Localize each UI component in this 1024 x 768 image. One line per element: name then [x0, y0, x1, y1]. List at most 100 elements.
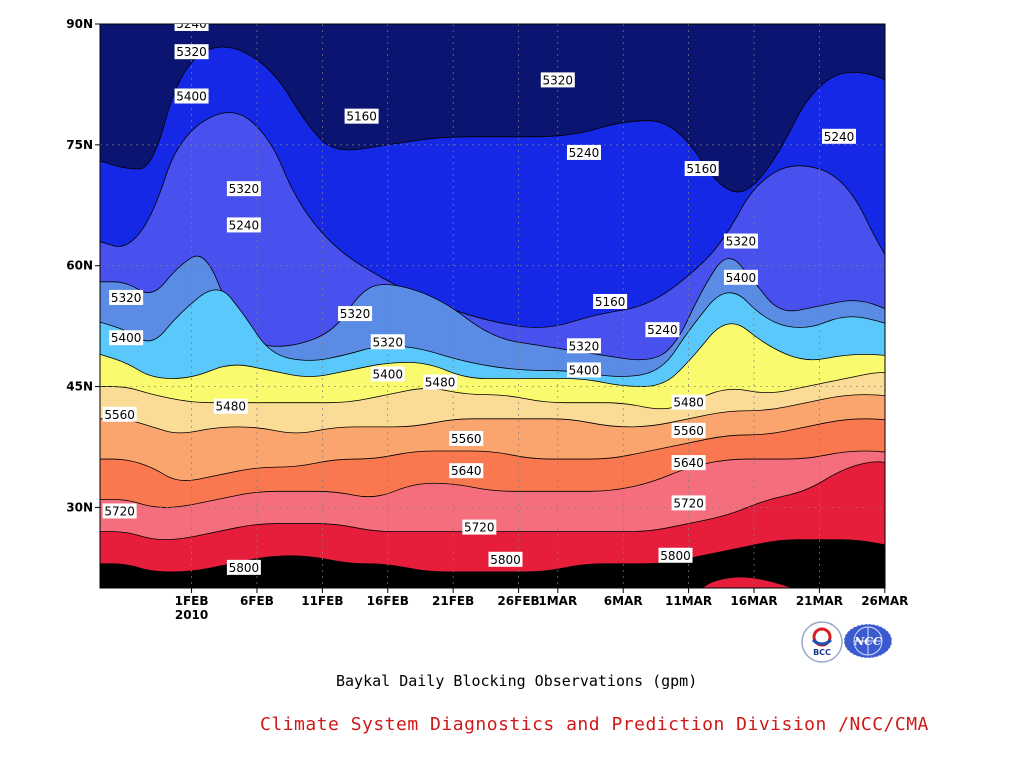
contour-line [100, 394, 885, 434]
contour-label-5320: 5320 [907, 322, 941, 337]
contour-label-text: 5320 [726, 235, 757, 249]
contour-label-5640: 5640 [449, 463, 484, 479]
contour-label-text: 5320 [909, 323, 940, 337]
contour-line [100, 539, 885, 573]
contour-label-text: 5640 [451, 464, 482, 478]
contour-label-text: 5160 [948, 33, 979, 47]
contour-label-5320: 5320 [723, 233, 758, 249]
contour-label-5720: 5720 [671, 495, 706, 511]
contour-label-5240: 5240 [645, 322, 680, 338]
contour-label-text: 5240 [229, 218, 260, 232]
contour-label-text: 5320 [340, 307, 371, 321]
contour-label-5560: 5560 [449, 430, 484, 446]
contour-label-text: 5480 [425, 376, 456, 390]
contour-label-text: 5320 [229, 182, 260, 196]
contour-label-5560: 5560 [102, 406, 137, 422]
plot-frame [99, 23, 886, 589]
contour-line [100, 450, 885, 508]
contour-label-5720: 5720 [462, 519, 497, 535]
bcc-logo: BCC [801, 621, 843, 663]
contour-fills [100, 24, 885, 588]
contour-label-text: 5400 [915, 355, 946, 369]
contour-label-5400: 5400 [174, 88, 209, 104]
contour-label-5480: 5480 [671, 394, 706, 410]
contour-label-text: 5400 [726, 271, 757, 285]
y-axis: 30N 45N 60N 75N 90N [66, 17, 100, 514]
contour-label-text: 5560 [902, 384, 933, 398]
contour-label-5400: 5400 [109, 330, 144, 346]
contour-label-5480: 5480 [423, 374, 458, 390]
contour-line [100, 461, 885, 541]
contour-label-5160: 5160 [593, 293, 628, 309]
contour-label-5240: 5240 [907, 298, 941, 313]
y-tick-label: 45N [66, 380, 93, 394]
contour-label-text: 5480 [673, 396, 704, 410]
contour-label-5800: 5800 [658, 547, 693, 563]
x-tick-label: 6FEB [240, 594, 274, 608]
contour-label-text: 5160 [595, 295, 626, 309]
contour-label-5320: 5320 [540, 72, 575, 88]
contour-label-5400: 5400 [914, 354, 948, 369]
contour-label-5560: 5560 [671, 422, 706, 438]
contour-label-text: 5800 [229, 561, 260, 575]
contour-label-5240: 5240 [822, 128, 857, 144]
contour-label-text: 5160 [909, 259, 940, 273]
contour-label-5240: 5240 [174, 17, 209, 31]
contour-label-text: 5320 [372, 335, 403, 349]
contour-label-text: 5320 [569, 339, 600, 353]
ncc-logo: NCC [843, 623, 893, 659]
band-max-spot [700, 576, 794, 588]
y-tick-label: 90N [66, 17, 93, 31]
contour-label-5240: 5240 [566, 144, 601, 160]
credit-line: Climate System Diagnostics and Predictio… [260, 714, 929, 735]
contour-label-text: 5480 [928, 384, 959, 398]
x-tick-label: 11FEB [301, 594, 343, 608]
x-tick-label: 6MAR [604, 594, 643, 608]
x-tick-label: 21FEB [432, 594, 474, 608]
x-tick-label: 26FEB [497, 594, 539, 608]
contour-label-text: 5800 [660, 549, 691, 563]
contour-label-5160: 5160 [344, 108, 379, 124]
contour-labels: 5240532054005320524053205400516053205320… [102, 17, 980, 575]
x-tick-label: 26MAR [861, 594, 908, 608]
contour-label-5800: 5800 [488, 551, 523, 567]
contour-label-5400: 5400 [723, 269, 758, 285]
contour-label-5160: 5160 [946, 32, 980, 47]
contour-label-text: 5160 [909, 98, 940, 112]
contour-label-text: 5640 [673, 456, 704, 470]
contour-label-5800: 5800 [907, 467, 941, 482]
contour-label-text: 5720 [464, 521, 495, 535]
contour-label-text: 5400 [569, 363, 600, 377]
x-tick-label: 11MAR [665, 594, 712, 608]
contour-label-text: 5320 [176, 45, 207, 59]
contour-label-text: 5240 [647, 323, 678, 337]
band-11 [100, 539, 885, 588]
y-tick-label: 30N [66, 500, 93, 514]
contour-label-text: 5560 [673, 424, 704, 438]
x-year-label: 2010 [175, 608, 208, 622]
y-tick-label: 60N [66, 259, 93, 273]
contour-label-5320: 5320 [338, 306, 373, 322]
contour-label-text: 5320 [543, 73, 574, 87]
contour-line [100, 418, 885, 481]
contour-label-5160: 5160 [684, 161, 719, 177]
contour-label-5480: 5480 [927, 383, 961, 398]
chart-subtitle: Baykal Daily Blocking Observations (gpm) [336, 672, 698, 690]
contour-label-text: 5480 [216, 400, 247, 414]
contour-label-text: 5400 [372, 367, 403, 381]
contour-label-text: 5720 [673, 496, 704, 510]
contour-label-text: 5240 [176, 17, 207, 31]
contour-label-5160: 5160 [907, 258, 941, 273]
contour-label-5320: 5320 [109, 289, 144, 305]
contour-label-5240: 5240 [226, 217, 261, 233]
contour-label-text: 5720 [909, 436, 940, 450]
contour-label-text: 5320 [111, 291, 142, 305]
contour-label-text: 5240 [824, 130, 855, 144]
svg-text:BCC: BCC [813, 648, 831, 657]
contour-label-text: 5160 [686, 162, 717, 176]
contour-label-5320: 5320 [566, 338, 601, 354]
x-tick-label: 21MAR [796, 594, 843, 608]
contour-label-5480: 5480 [213, 398, 248, 414]
